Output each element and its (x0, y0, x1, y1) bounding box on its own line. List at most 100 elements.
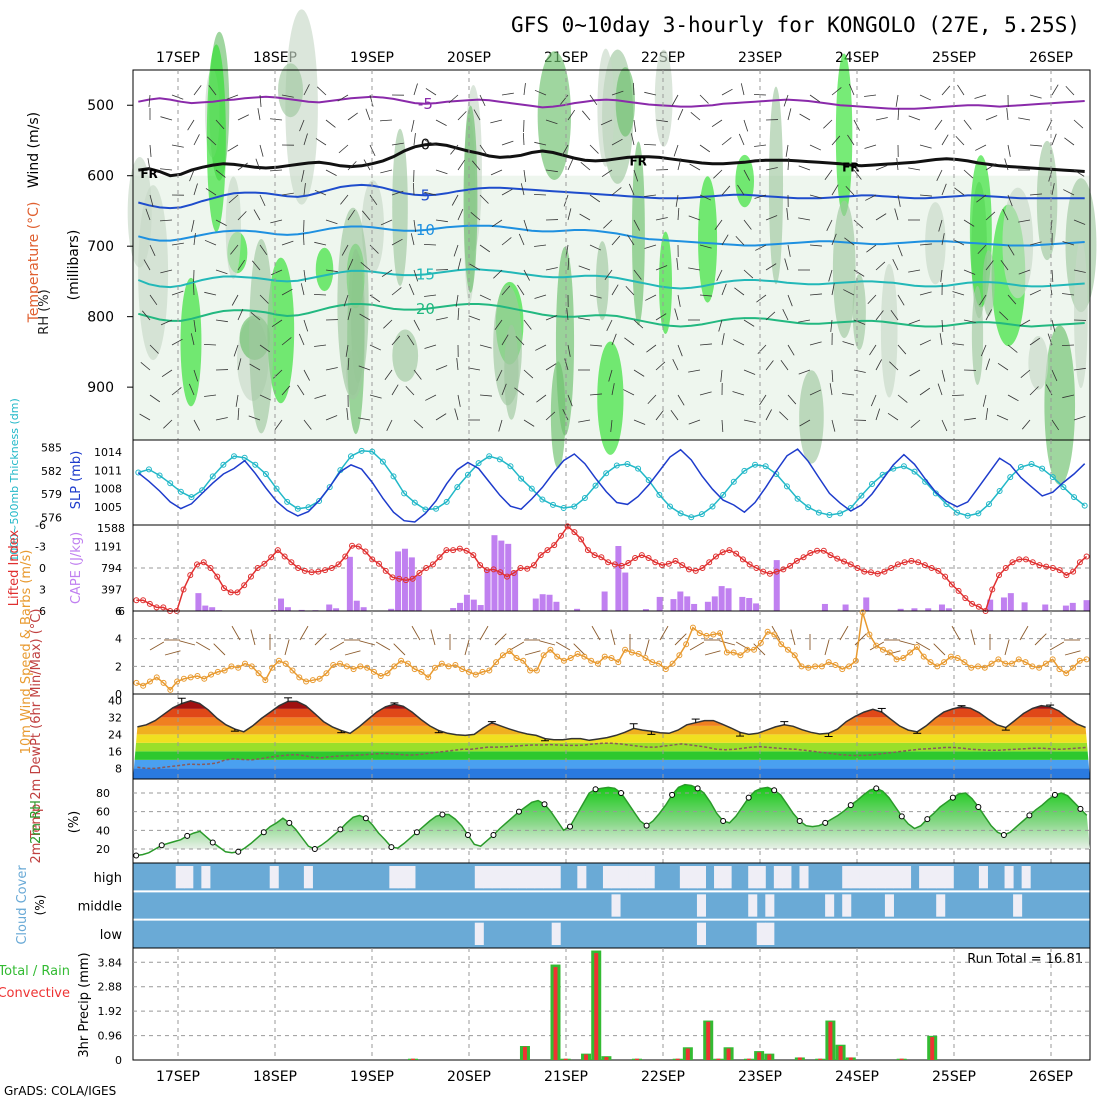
lifted-index-point (989, 586, 996, 593)
rh-shade (698, 176, 718, 303)
thickness-point (656, 491, 663, 498)
wind-speed-point (425, 674, 432, 681)
thickness-point (613, 462, 620, 469)
wind-speed-point (737, 652, 744, 659)
wind-speed-point (574, 650, 581, 657)
lifted-index-point (443, 547, 450, 554)
wind-barb (347, 112, 358, 121)
cloud-cell-middle (611, 894, 621, 917)
pressure-tick-label: 700 (87, 239, 114, 255)
wind-speed-point (954, 655, 961, 662)
wind-barb (1051, 84, 1059, 96)
temperature-line (137, 700, 1086, 742)
wind-speed-point (350, 666, 357, 673)
lifted-index-point (335, 561, 342, 568)
wind-barb (963, 319, 976, 323)
wind-barb (215, 219, 227, 226)
wind-barb (407, 334, 415, 346)
wind-speed-point (432, 664, 439, 671)
wind-speed-point (879, 646, 886, 653)
thickness-point (645, 477, 652, 484)
wind-barb (1029, 144, 1042, 147)
wind-speed-point (676, 652, 683, 659)
wind-barb (193, 319, 197, 332)
wind-barb (534, 294, 547, 299)
wind-barb (391, 384, 399, 396)
lifted-index-point (214, 573, 221, 580)
wind-speed-point (656, 660, 663, 667)
isotherm-line (138, 95, 1085, 110)
wind-barb (1062, 241, 1075, 246)
wind-speed-point (893, 656, 900, 663)
wind-barb (699, 244, 712, 249)
wind-barb (562, 409, 569, 421)
temp-band (133, 751, 1090, 760)
wind-barb (490, 169, 503, 176)
wind-axis-label: Wind (m/s) (26, 112, 42, 188)
thickness-point (1049, 474, 1056, 481)
cloud-cell-high (876, 866, 886, 889)
wind-barb (721, 137, 732, 146)
precip-convective-bar (553, 967, 558, 1060)
lifted-index-point (827, 552, 834, 559)
wind-barb (782, 309, 789, 321)
lifted-index-point (349, 542, 356, 549)
wind-barb (783, 94, 789, 107)
thickness-point (550, 501, 557, 508)
rh-shade (315, 247, 334, 292)
rh-point (720, 818, 727, 824)
date-label-top: 23SEP (738, 50, 782, 66)
rh-point (618, 790, 625, 796)
wind-speed-point (445, 663, 452, 670)
wind-barb (611, 333, 617, 346)
wind-barb (842, 393, 855, 396)
lifted-index-point (706, 559, 713, 566)
cape-bar (1000, 597, 1007, 611)
cape-bar (746, 598, 753, 611)
wind-barb (955, 135, 965, 146)
wind-barb (675, 194, 679, 207)
wind-barb (951, 394, 965, 397)
cloud-cell-high (175, 866, 185, 889)
date-label-top: 26SEP (1029, 50, 1073, 66)
chart-title: GFS 0~10day 3-hourly for KONGOLO (27E, 5… (511, 13, 1080, 37)
wind-barb (896, 158, 899, 171)
wind-barb (149, 394, 161, 403)
surface-wind-barb (899, 640, 916, 646)
thickness-point (762, 463, 769, 470)
wind-barb (611, 90, 624, 96)
isotherm-label: 15 (416, 265, 435, 283)
wind-barb (337, 94, 349, 102)
cloud-cell-high (859, 866, 869, 889)
lifted-index-point (726, 547, 733, 554)
wind-speed-point (465, 668, 472, 675)
wind-speed-point (886, 649, 893, 656)
wind-barb (313, 293, 327, 296)
cloud-cell-high (902, 866, 912, 889)
wind-barb (325, 219, 338, 225)
isotherm-line (137, 268, 1085, 290)
wind-barb (628, 183, 635, 196)
wind-barb (347, 161, 357, 171)
thickness-point (284, 498, 291, 505)
cape-bar (505, 543, 512, 611)
wind-barb (919, 387, 931, 396)
surface-wind-barb (854, 633, 867, 646)
cloud-cell-low (474, 922, 484, 945)
wind-speed-point (1056, 666, 1063, 673)
lifted-index-point (470, 552, 477, 559)
wind-barb (523, 419, 535, 427)
wind-barb (413, 319, 420, 331)
wind-barb (435, 169, 448, 175)
wind-barb (255, 158, 261, 171)
lifted-index-point (362, 548, 369, 555)
surface-wind-barb (231, 625, 241, 641)
wind-barb (589, 294, 602, 299)
precip-convective-bar (685, 1048, 690, 1060)
wind-barb (676, 258, 679, 271)
wind-barb (479, 344, 492, 349)
rh-shade (267, 257, 295, 404)
wind-barb (190, 333, 195, 346)
precip-convective-bar (563, 1058, 568, 1060)
thickness-point (900, 463, 907, 470)
